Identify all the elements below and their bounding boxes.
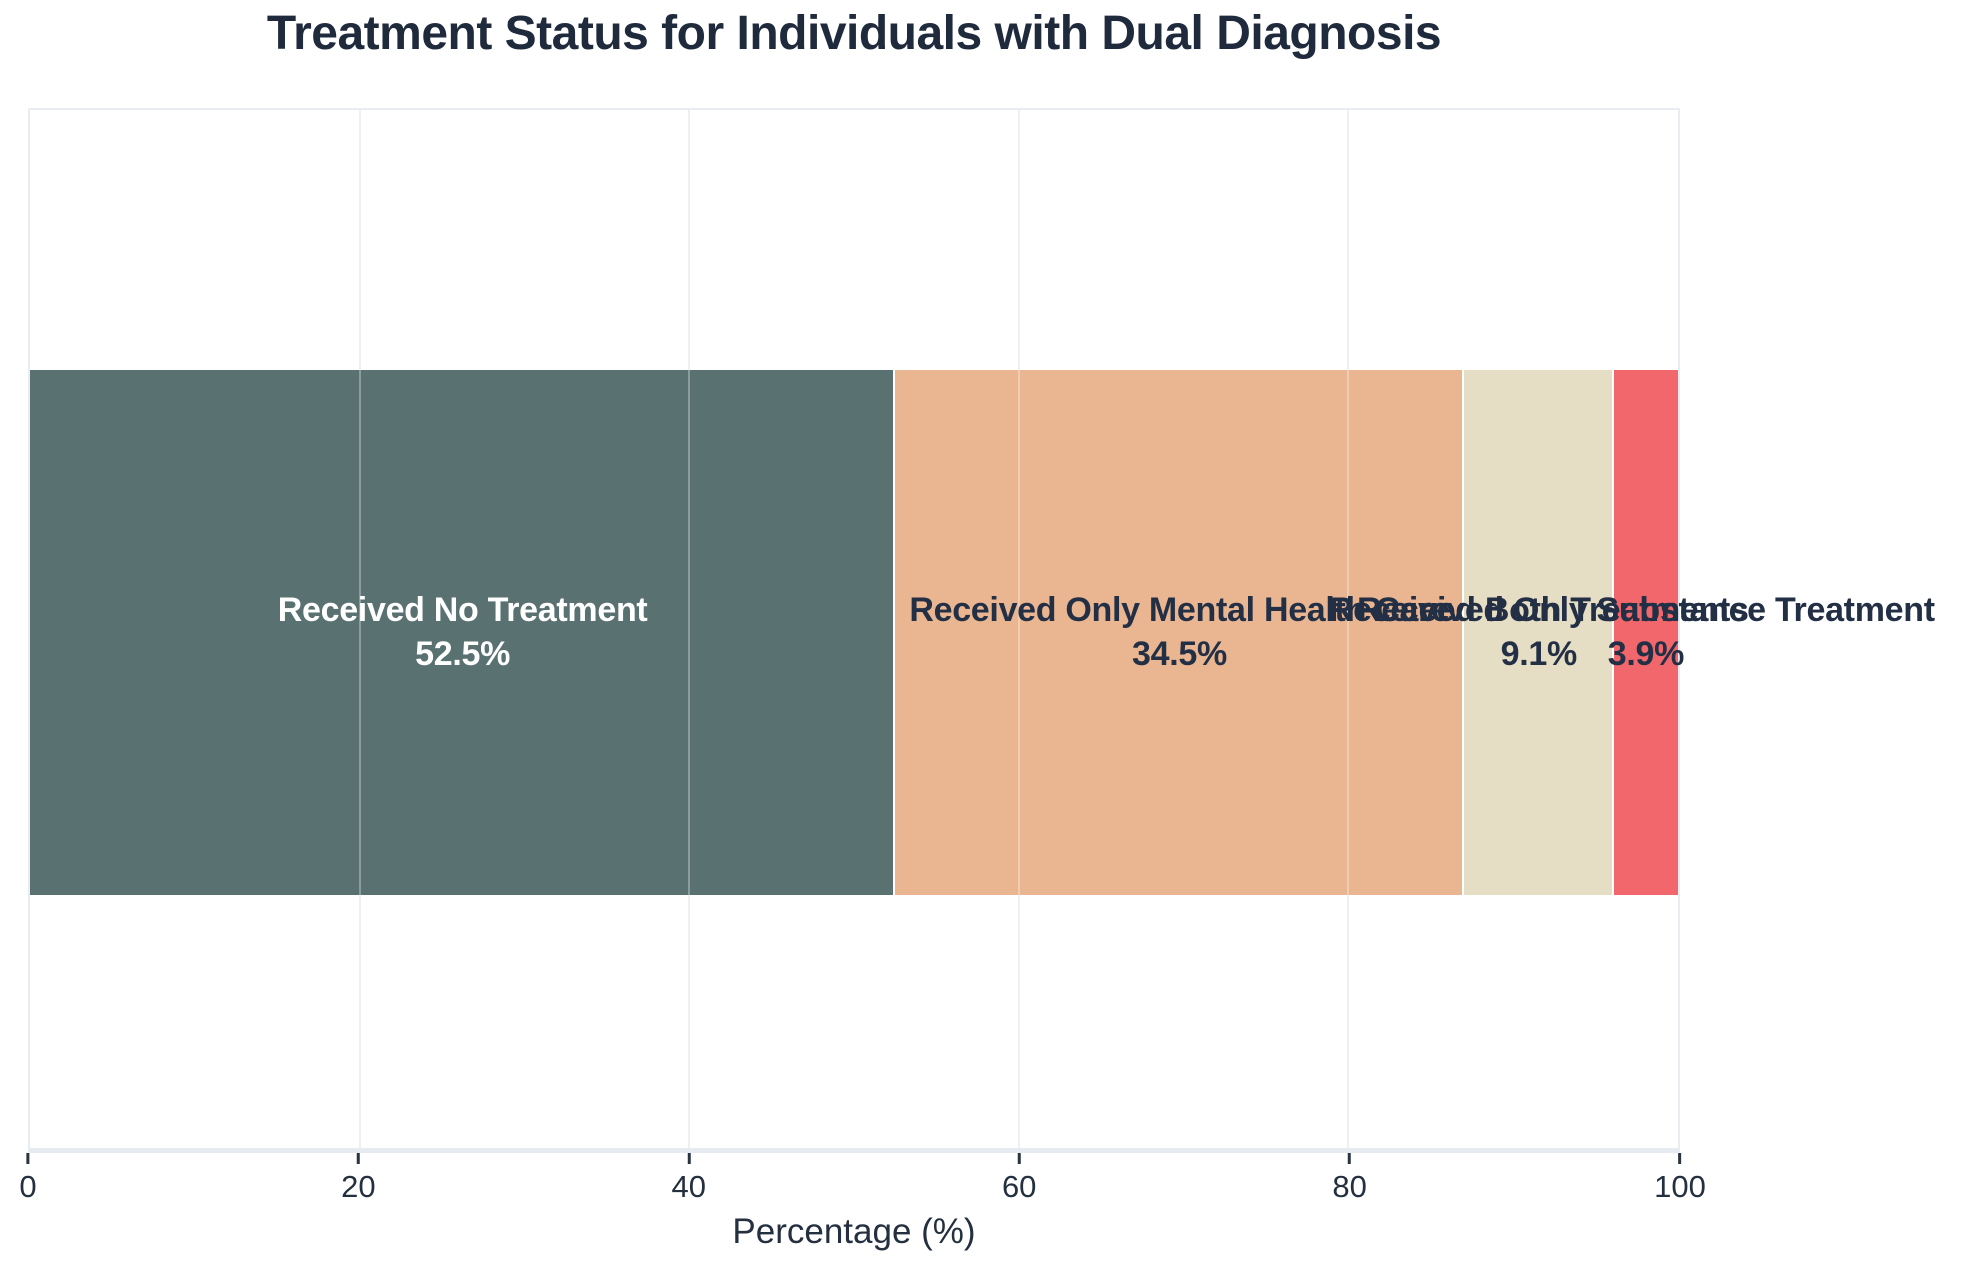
bar-segment [1463,370,1614,895]
bar-gridline [688,370,691,895]
plot-area: Received No Treatment 52.5% Received Only … [28,108,1935,1153]
bar-gridline [358,370,361,895]
bar-gridline [1347,370,1350,895]
x-tick-label: 0 [19,1169,37,1204]
x-tick-mark [1678,1153,1682,1164]
x-tick: 80 [1332,1153,1367,1204]
x-tick: 0 [19,1153,37,1204]
bar-segment [895,370,1464,895]
x-tick-label: 60 [1001,1169,1037,1204]
x-tick-mark [1348,1153,1352,1164]
bar-segment [30,370,896,895]
x-axis-title: Percentage (%) [732,1212,976,1251]
bar-gridline [1017,370,1020,895]
x-axis: 0 20 40 60 80 100 [19,1153,1706,1213]
x-tick-mark [1017,1153,1021,1164]
x-tick-label: 80 [1332,1169,1367,1204]
chart-title: Treatment Status for Individuals with Du… [266,7,1442,60]
x-tick-label: 100 [1654,1169,1706,1204]
x-tick-label: 20 [341,1169,376,1204]
x-tick: 100 [1654,1153,1706,1202]
x-tick-label: 40 [671,1169,707,1204]
stacked-bar [30,370,1678,895]
x-tick-mark [26,1153,30,1164]
x-tick-mark [687,1153,691,1164]
x-tick-mark [356,1153,360,1164]
x-tick: 40 [672,1153,706,1202]
bar-segment [1613,370,1678,895]
x-tick: 20 [341,1153,376,1204]
x-tick: 60 [1002,1153,1036,1202]
